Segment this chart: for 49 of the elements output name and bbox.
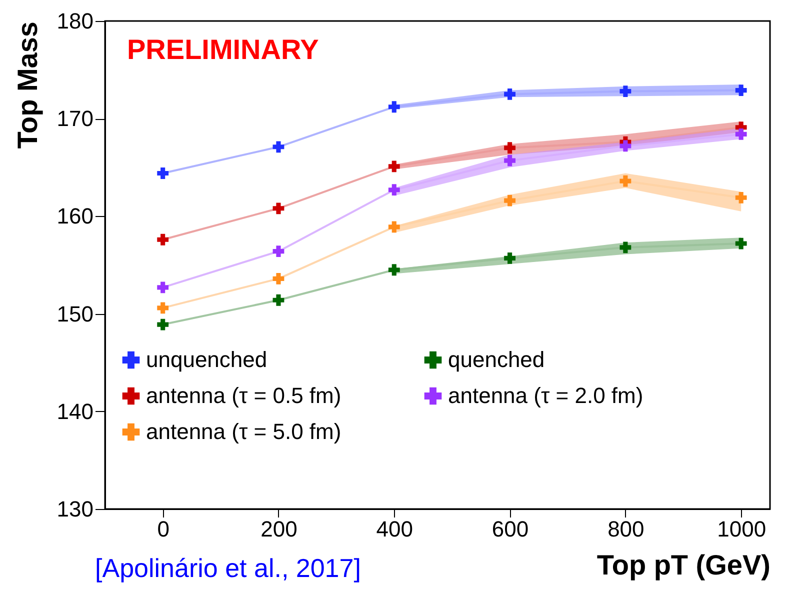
point — [388, 184, 400, 196]
y-axis-title: Top Mass — [12, 22, 43, 149]
point — [735, 192, 747, 204]
point — [388, 221, 400, 233]
point — [157, 282, 169, 294]
point — [504, 252, 516, 264]
point — [620, 175, 632, 187]
y-tick-label: 140 — [56, 398, 94, 424]
x-tick-label: 600 — [492, 516, 529, 542]
legend-label: unquenched — [146, 347, 268, 372]
x-tick-label: 1000 — [717, 516, 766, 542]
point — [504, 154, 516, 166]
legend-label: antenna (τ = 5.0 fm) — [146, 419, 342, 444]
point — [157, 168, 169, 179]
point — [272, 246, 284, 258]
point — [620, 140, 632, 152]
point — [735, 238, 747, 250]
legend-label: antenna (τ = 2.0 fm) — [448, 383, 644, 408]
point — [504, 88, 516, 100]
legend-label: quenched — [448, 347, 545, 372]
point — [157, 234, 169, 246]
y-tick-label: 150 — [56, 301, 94, 326]
point — [504, 142, 516, 154]
legend-label: antenna (τ = 0.5 fm) — [146, 383, 342, 408]
annotation: PRELIMINARY — [127, 34, 320, 65]
x-tick-label: 200 — [260, 516, 298, 542]
point — [735, 84, 747, 96]
point — [272, 272, 284, 284]
point — [620, 242, 632, 254]
point — [735, 128, 747, 140]
y-tick-label: 170 — [56, 106, 94, 132]
point — [272, 294, 284, 306]
x-axis-title: Top pT (GeV) — [596, 550, 770, 580]
point — [272, 141, 284, 153]
point — [272, 202, 284, 214]
x-tick-label: 0 — [157, 516, 170, 542]
y-tick-label: 160 — [56, 204, 94, 229]
x-tick-label: 800 — [608, 516, 644, 542]
text: [Apolinário et al., 2017] — [95, 553, 361, 583]
point — [388, 264, 400, 276]
x-tick-label: 400 — [376, 516, 413, 542]
point — [388, 160, 400, 172]
point — [388, 101, 400, 113]
y-tick-label: 130 — [56, 496, 94, 522]
point — [157, 318, 169, 330]
point — [504, 194, 516, 206]
y-tick-label: 180 — [56, 8, 94, 34]
point — [620, 86, 632, 97]
point — [157, 302, 169, 314]
